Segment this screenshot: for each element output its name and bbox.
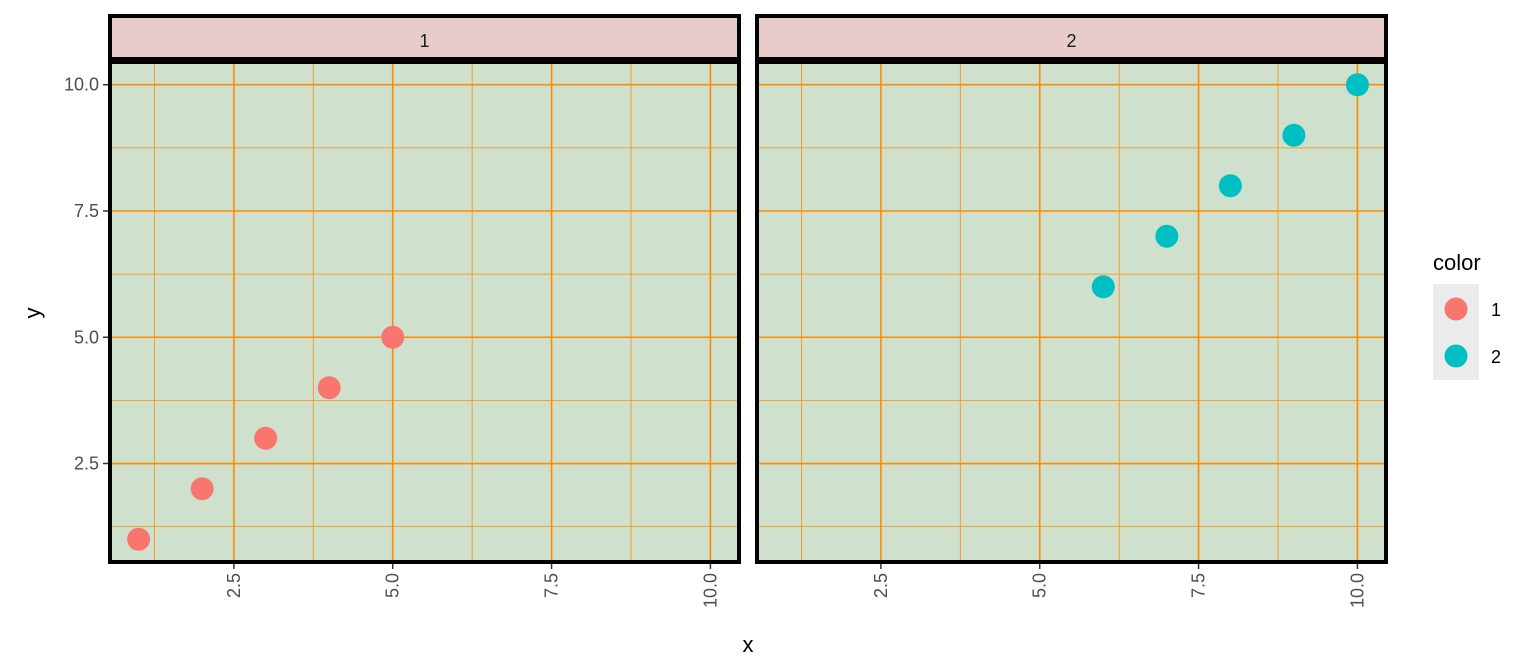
y-axis: 2.5 5.0 7.5 10.0	[64, 75, 108, 474]
data-point	[1155, 225, 1178, 248]
x-tick-label: 2.5	[871, 573, 891, 598]
x-tick-label: 2.5	[224, 573, 244, 598]
y-tick-label: 2.5	[74, 454, 99, 474]
facet-panels: 1 2.5 5.0 7.5 10.0 2 2.5 5.0 7.5 10.0	[110, 16, 1386, 608]
legend: color 1 2	[1433, 250, 1501, 380]
data-point	[127, 528, 150, 551]
legend-label: 1	[1491, 300, 1501, 320]
data-point	[254, 427, 277, 450]
x-tick-label: 7.5	[1189, 573, 1209, 598]
y-tick-label: 10.0	[64, 75, 99, 95]
data-point	[1092, 275, 1115, 298]
data-point	[191, 477, 214, 500]
x-tick-label: 10.0	[700, 573, 720, 608]
facet-panel-2: 2 2.5 5.0 7.5 10.0	[757, 16, 1386, 608]
legend-key-2	[1445, 345, 1468, 368]
facet-panel-1: 1 2.5 5.0 7.5 10.0	[110, 16, 739, 608]
y-tick-label: 7.5	[74, 201, 99, 221]
x-tick-label: 5.0	[1030, 573, 1050, 598]
x-tick-label: 7.5	[542, 573, 562, 598]
y-axis-title: y	[20, 308, 45, 319]
data-point	[1219, 174, 1242, 197]
legend-key-1	[1445, 298, 1468, 321]
x-axis-title: x	[743, 632, 754, 657]
legend-title: color	[1433, 250, 1481, 275]
x-tick-label: 10.0	[1347, 573, 1367, 608]
data-point	[1346, 73, 1369, 96]
y-tick-label: 5.0	[74, 327, 99, 347]
facet-strip-label: 2	[1066, 31, 1076, 51]
data-point	[1282, 124, 1305, 147]
facet-strip-label: 1	[419, 31, 429, 51]
x-tick-label: 5.0	[383, 573, 403, 598]
data-point	[318, 376, 341, 399]
legend-label: 2	[1491, 347, 1501, 367]
data-point	[381, 326, 404, 349]
